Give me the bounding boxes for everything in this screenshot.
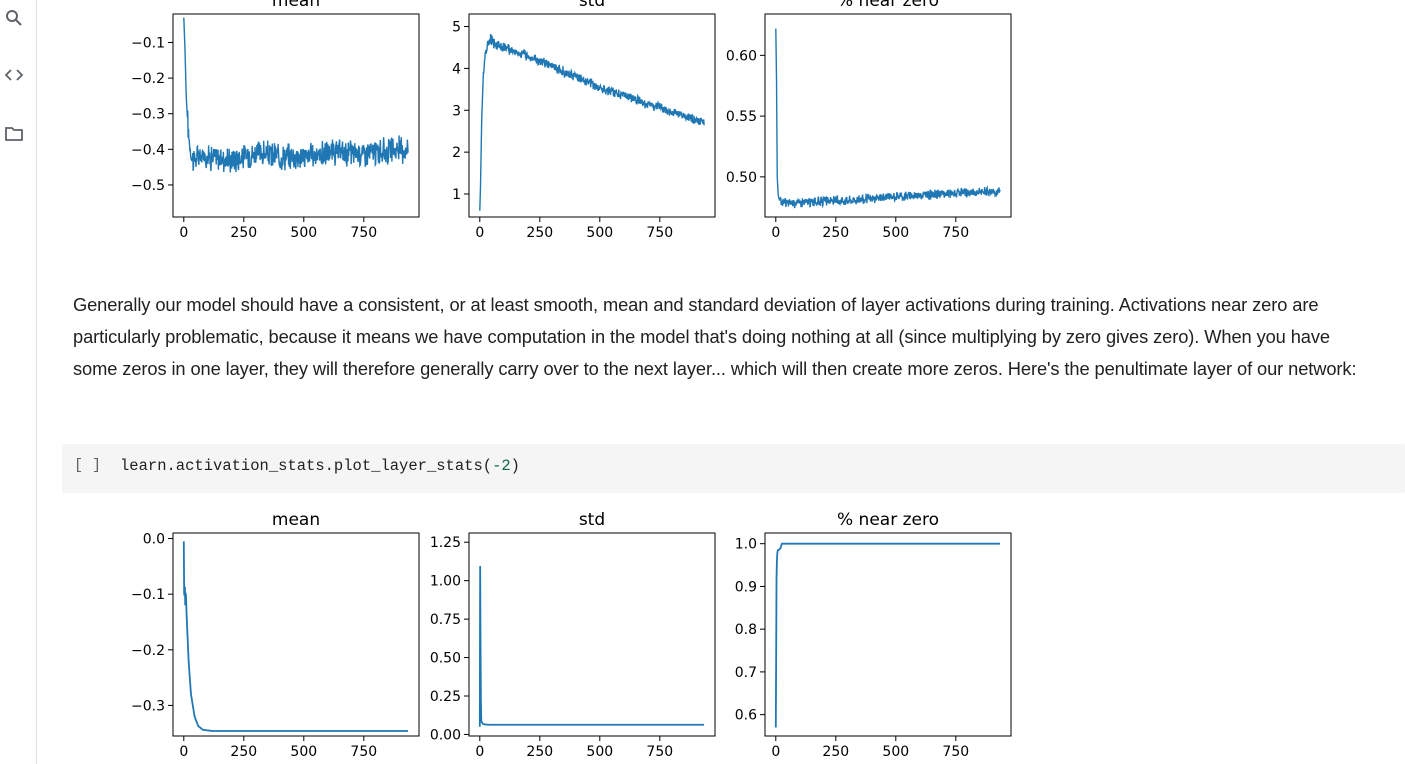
search-icon[interactable] <box>4 8 24 28</box>
chart-title: % near zero <box>837 510 939 530</box>
chart-title: std <box>579 510 605 530</box>
series-line <box>478 566 705 727</box>
y-tick-label: 4 <box>452 61 461 77</box>
x-tick-label: 750 <box>646 225 673 241</box>
layer-stats-figure-bottom: mean 0 250 500 750 0.0 −0.1 −0.2 −0.3 std 0 250 500 7… <box>131 510 1012 760</box>
y-tick-label: 1 <box>452 187 461 203</box>
x-tick-label: 750 <box>350 744 377 760</box>
x-tick-label: 750 <box>942 744 969 760</box>
y-tick-label: −0.1 <box>131 35 165 51</box>
chart-panel: % near zero 0 250 500 750 0.6 0.7 0.8 0.9 1.0 <box>735 510 1012 760</box>
chart-panel: mean 0 250 500 750 0.0 −0.1 −0.2 −0.3 <box>131 510 420 760</box>
x-tick-label: 500 <box>290 225 317 241</box>
series-line <box>774 542 1001 728</box>
x-tick-label: 250 <box>526 225 553 241</box>
plot-area <box>468 532 716 737</box>
chart-title: % near zero <box>837 0 939 11</box>
x-tick-label: 500 <box>290 744 317 760</box>
y-tick-label: 0.50 <box>430 651 461 667</box>
code-call: learn.activation_stats.plot_layer_stats( <box>120 457 493 475</box>
y-tick-label: 0.8 <box>735 622 757 638</box>
chart-title: std <box>579 0 605 11</box>
x-tick-label: 0 <box>771 225 780 241</box>
left-sidebar <box>0 0 37 764</box>
y-tick-label: −0.3 <box>131 107 165 123</box>
y-tick-label: −0.2 <box>131 71 165 87</box>
plot-area <box>764 13 1012 218</box>
y-tick-label: −0.1 <box>131 587 165 603</box>
y-tick-label: 0.6 <box>735 708 757 724</box>
code-cell[interactable]: [ ] learn.activation_stats.plot_layer_st… <box>62 444 1405 493</box>
y-tick-label: 0.00 <box>430 727 461 743</box>
plot-area <box>172 532 420 737</box>
y-tick-label: 0.25 <box>430 689 461 705</box>
run-cell-button[interactable]: [ ] <box>74 457 102 474</box>
plot-area <box>764 532 1012 737</box>
series-line <box>183 17 409 173</box>
series-line <box>479 33 705 211</box>
series-line <box>182 541 409 732</box>
code-icon[interactable] <box>4 65 24 85</box>
y-tick-label: 0.55 <box>726 109 757 125</box>
chart-title: mean <box>272 0 320 11</box>
chart-panel: std 0 250 500 750 0.00 0.25 0.50 0.75 1.00 1.25 <box>430 510 716 760</box>
y-tick-label: 0.0 <box>143 532 165 548</box>
x-tick-label: 500 <box>586 744 613 760</box>
y-tick-label: 1.00 <box>430 574 461 590</box>
y-tick-label: 1.25 <box>430 535 461 551</box>
code-editor[interactable]: learn.activation_stats.plot_layer_stats(… <box>120 457 520 475</box>
y-tick-label: 5 <box>452 20 461 36</box>
x-tick-label: 500 <box>882 744 909 760</box>
y-tick-label: 0.75 <box>430 612 461 628</box>
x-tick-label: 250 <box>822 225 849 241</box>
y-tick-label: 0.60 <box>726 48 757 64</box>
code-argument: -2 <box>492 457 511 475</box>
x-tick-label: 250 <box>230 744 257 760</box>
chart-panel: % near zero 0 250 500 750 0.50 0.55 0.60 <box>726 0 1012 241</box>
y-tick-label: −0.3 <box>131 698 165 714</box>
x-tick-label: 0 <box>771 744 780 760</box>
y-tick-label: 2 <box>452 145 461 161</box>
chart-panel: std 0 250 500 750 1 2 3 4 5 <box>452 0 716 241</box>
y-tick-label: 0.7 <box>735 665 757 681</box>
y-tick-label: 0.9 <box>735 579 757 595</box>
y-tick-label: 0.50 <box>726 170 757 186</box>
y-tick-label: 1.0 <box>735 537 757 553</box>
folder-icon[interactable] <box>4 123 24 143</box>
x-tick-label: 0 <box>475 225 484 241</box>
x-tick-label: 750 <box>942 225 969 241</box>
x-tick-label: 500 <box>586 225 613 241</box>
chart-panel: mean 0 250 500 750 −0.1 −0.2 −0.3 −0.4 −0.5 <box>131 0 420 241</box>
x-tick-label: 0 <box>179 744 188 760</box>
series-line <box>775 28 1001 209</box>
x-tick-label: 250 <box>822 744 849 760</box>
x-tick-label: 250 <box>230 225 257 241</box>
y-tick-label: −0.5 <box>131 178 165 194</box>
x-tick-label: 250 <box>526 744 553 760</box>
plot-area <box>172 13 420 218</box>
x-tick-label: 500 <box>882 225 909 241</box>
code-close-paren: ) <box>510 457 520 475</box>
y-tick-label: 3 <box>452 103 461 119</box>
x-tick-label: 750 <box>350 225 377 241</box>
markdown-text-cell: Generally our model should have a consis… <box>73 294 1357 379</box>
chart-title: mean <box>272 510 320 530</box>
y-tick-label: −0.4 <box>131 142 165 158</box>
x-tick-label: 750 <box>646 744 673 760</box>
y-tick-label: −0.2 <box>131 643 165 659</box>
x-tick-label: 0 <box>475 744 484 760</box>
x-tick-label: 0 <box>179 225 188 241</box>
